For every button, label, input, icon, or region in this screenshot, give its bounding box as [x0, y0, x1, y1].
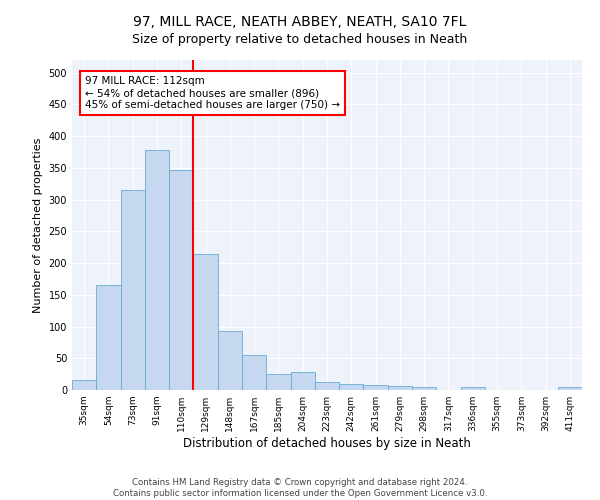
Text: Contains HM Land Registry data © Crown copyright and database right 2024.
Contai: Contains HM Land Registry data © Crown c…: [113, 478, 487, 498]
Bar: [121, 190, 145, 390]
Bar: [72, 380, 96, 390]
Bar: [242, 355, 266, 390]
Bar: [290, 372, 315, 390]
Bar: [315, 382, 339, 390]
Bar: [558, 388, 582, 390]
Text: Size of property relative to detached houses in Neath: Size of property relative to detached ho…: [133, 32, 467, 46]
Bar: [193, 254, 218, 390]
Bar: [461, 388, 485, 390]
Bar: [96, 286, 121, 390]
Bar: [412, 388, 436, 390]
Bar: [169, 170, 193, 390]
X-axis label: Distribution of detached houses by size in Neath: Distribution of detached houses by size …: [183, 437, 471, 450]
Bar: [388, 386, 412, 390]
Text: 97 MILL RACE: 112sqm
← 54% of detached houses are smaller (896)
45% of semi-deta: 97 MILL RACE: 112sqm ← 54% of detached h…: [85, 76, 340, 110]
Text: 97, MILL RACE, NEATH ABBEY, NEATH, SA10 7FL: 97, MILL RACE, NEATH ABBEY, NEATH, SA10 …: [133, 15, 467, 29]
Bar: [218, 331, 242, 390]
Bar: [339, 384, 364, 390]
Bar: [145, 150, 169, 390]
Bar: [266, 374, 290, 390]
Y-axis label: Number of detached properties: Number of detached properties: [33, 138, 43, 312]
Bar: [364, 385, 388, 390]
